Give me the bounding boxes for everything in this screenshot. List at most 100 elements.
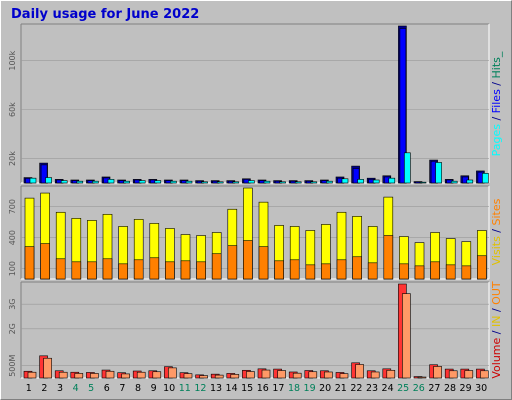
volume-in-bar-4 — [74, 373, 84, 379]
chart-title: Daily usage for June 2022 — [11, 7, 200, 22]
x-tick-label-29: 29 — [460, 383, 472, 394]
sites-bar-15 — [243, 240, 253, 280]
volume-in-bar-3 — [58, 371, 68, 379]
pages-bar-18 — [294, 181, 302, 184]
x-tick-label-6: 6 — [104, 383, 110, 394]
sites-bar-26 — [414, 265, 425, 280]
sites-bar-30 — [477, 255, 487, 280]
sites-bar-24 — [383, 235, 394, 280]
pages-bar-17 — [279, 181, 286, 184]
volume-in-bar-23 — [370, 371, 380, 379]
x-tick-label-2: 2 — [41, 383, 47, 394]
sites-bar-8 — [133, 259, 144, 280]
sites-bar-7 — [118, 263, 128, 280]
sites-bar-4 — [71, 261, 82, 280]
sites-bar-21 — [336, 259, 347, 280]
volume-in-bar-8 — [136, 371, 146, 379]
x-tick-label-19: 19 — [304, 383, 316, 394]
pages-bar-3 — [60, 180, 68, 184]
x-tick-label-3: 3 — [57, 383, 63, 394]
pages-bar-6 — [107, 179, 115, 184]
files-bar-25 — [399, 28, 407, 184]
pages-bar-8 — [138, 180, 146, 184]
volume-in-bar-12 — [199, 375, 208, 379]
sites-bar-16 — [258, 246, 269, 280]
pages-bar-27 — [435, 162, 442, 184]
pages-bar-29 — [466, 179, 474, 184]
volume-in-bar-20 — [324, 371, 333, 379]
x-tick-label-15: 15 — [241, 383, 253, 394]
sites-bar-17 — [274, 260, 284, 280]
pages-bar-23 — [372, 179, 380, 184]
legend-visits-sites-part-0: Visits — [490, 236, 503, 265]
legend-pages-files-hits: Pages / Files / Hits_ — [490, 51, 503, 156]
hits-panel — [21, 24, 489, 183]
x-tick-label-8: 8 — [135, 383, 141, 394]
visits-panel-tick-label-0: 100 — [8, 261, 17, 276]
x-tick-label-24: 24 — [382, 383, 394, 394]
pages-bar-12 — [201, 181, 208, 184]
x-tick-label-22: 22 — [350, 383, 362, 394]
pages-bar-1 — [29, 177, 37, 184]
legend-pages-files-hits-part-3: / — [490, 78, 503, 89]
volume-in-bar-25 — [402, 293, 411, 379]
sites-bar-10 — [165, 261, 175, 280]
pages-bar-2 — [45, 177, 52, 184]
volume-in-bar-14 — [230, 374, 240, 379]
hits-panel-tick-label-1: 60k — [8, 102, 17, 117]
sites-bar-11 — [180, 260, 191, 280]
legend-volume-in-out-part-1: / — [490, 327, 503, 338]
volume-in-bar-6 — [105, 370, 115, 379]
files-bar-22 — [352, 168, 360, 184]
volume-in-bar-9 — [152, 371, 162, 379]
visits-panel-tick-label-1: 400 — [8, 230, 17, 245]
pages-bar-28 — [450, 180, 458, 184]
hits-panel-tick-label-0: 20k — [8, 151, 17, 166]
x-tick-label-12: 12 — [194, 383, 206, 394]
sites-bar-18 — [289, 259, 300, 280]
pages-bar-16 — [263, 180, 271, 184]
x-tick-label-14: 14 — [226, 383, 238, 394]
sites-bar-20 — [321, 263, 331, 280]
pages-bar-7 — [123, 180, 130, 184]
visits-panel-tick-label-2: 700 — [8, 199, 17, 214]
hits-panel-tick-label-2: 100k — [8, 50, 17, 70]
pages-bar-9 — [154, 180, 162, 184]
volume-in-bar-15 — [246, 371, 255, 379]
files-bar-2 — [40, 164, 48, 184]
legend-volume-in-out-part-0: Volume — [490, 337, 503, 378]
volume-in-bar-10 — [168, 367, 177, 379]
legend-visits-sites-part-1: / — [490, 225, 503, 236]
x-tick-label-11: 11 — [179, 383, 191, 394]
sites-bar-28 — [445, 264, 456, 280]
x-tick-label-18: 18 — [288, 383, 300, 394]
pages-bar-4 — [76, 180, 84, 184]
volume-panel-tick-label-1: 2G — [8, 323, 17, 334]
volume-in-bar-22 — [355, 364, 364, 379]
sites-bar-25 — [399, 263, 409, 280]
pages-bar-19 — [310, 181, 318, 184]
x-tick-label-30: 30 — [475, 383, 487, 394]
sites-bar-9 — [149, 257, 160, 280]
x-tick-label-9: 9 — [151, 383, 157, 394]
volume-in-bar-26 — [417, 376, 427, 379]
sites-bar-6 — [102, 258, 113, 280]
volume-in-bar-30 — [480, 370, 489, 379]
pages-bar-14 — [232, 181, 240, 184]
volume-in-bar-16 — [261, 369, 271, 379]
legend-volume-in-out: Volume / IN / OUT — [490, 281, 503, 379]
legend-volume-in-out-part-4: OUT — [490, 281, 503, 305]
legend-visits-sites-part-2: Sites — [490, 198, 503, 225]
sites-bar-23 — [367, 262, 378, 280]
volume-in-bar-11 — [183, 373, 193, 379]
x-tick-label-17: 17 — [272, 383, 284, 394]
legend-visits-sites: Visits / Sites — [490, 198, 503, 265]
volume-in-bar-1 — [27, 371, 37, 379]
legend-pages-files-hits-part-1: / — [490, 113, 503, 124]
sites-bar-12 — [196, 261, 206, 280]
pages-bar-25 — [404, 152, 411, 184]
sites-bar-5 — [87, 261, 97, 280]
x-tick-label-4: 4 — [73, 383, 79, 394]
legend-pages-files-hits-part-2: Files — [490, 89, 503, 113]
pages-bar-21 — [341, 178, 349, 184]
